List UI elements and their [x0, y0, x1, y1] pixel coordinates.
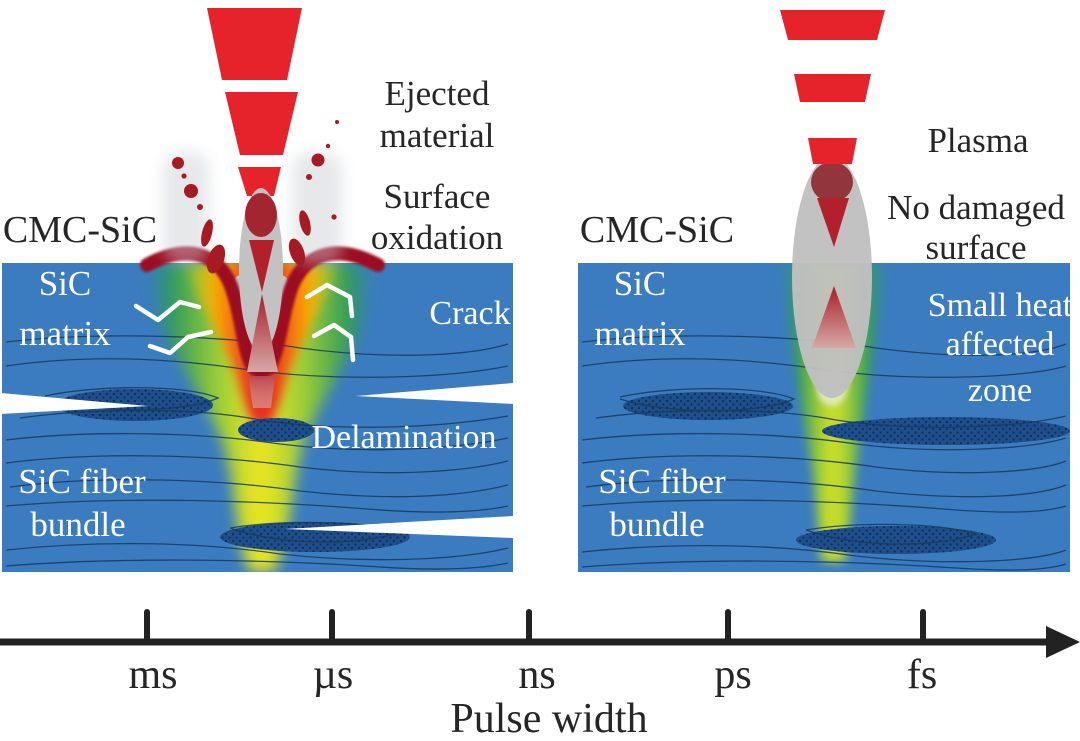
right-panel-labels: CMC-SiC Plasma No damaged surface SiC ma… — [580, 121, 1073, 544]
left-focus-cone-upper — [249, 240, 274, 292]
left-focus-fade — [248, 376, 275, 408]
right-sic-matrix-label-2: matrix — [594, 314, 686, 353]
surface-oxidation-label-1: Surface — [384, 177, 491, 216]
right-fiber-lines — [581, 335, 1067, 571]
left-fiber-bundle-label-1: SiC fiber — [18, 462, 146, 501]
right-cmc-sic-label: CMC-SiC — [580, 209, 734, 251]
ejected-material-label-2: material — [380, 116, 495, 155]
left-sic-matrix-label-1: SiC — [39, 264, 92, 303]
right-beam-focus-dome — [811, 162, 853, 202]
left-cmc-sic-label: CMC-SiC — [3, 209, 157, 251]
ejected-material-label-1: Ejected — [385, 74, 490, 113]
crack-label: Crack — [429, 295, 510, 332]
delamination-label: Delamination — [311, 419, 496, 456]
no-damaged-surface-label-2: surface — [925, 228, 1026, 267]
plasma-ellipse-group — [792, 156, 872, 398]
tick-label-fs: fs — [907, 652, 937, 698]
crack-marks — [133, 282, 356, 363]
right-beam-segment-3 — [808, 138, 857, 164]
right-laser-beam — [780, 10, 885, 164]
right-fiber-bundles — [623, 392, 1070, 554]
tick-label-us: µs — [313, 652, 354, 698]
right-beam-segment-2 — [794, 74, 871, 102]
tick-label-ps: ps — [714, 652, 751, 698]
axis-title: Pulse width — [450, 696, 647, 741]
left-panel-labels: CMC-SiC SiC matrix Ejected material Surf… — [3, 74, 511, 544]
right-beam-segment-1 — [780, 10, 885, 40]
plasma-label: Plasma — [927, 121, 1029, 160]
tick-label-ns: ns — [518, 652, 555, 698]
delamination-gaps — [2, 383, 513, 538]
left-laser-beam — [207, 8, 302, 196]
right-sic-matrix-label-1: SiC — [614, 264, 667, 303]
left-vapor-plume — [239, 188, 283, 408]
left-beam-segment-3 — [238, 167, 281, 196]
right-fiber-bundle-label-2: bundle — [609, 505, 704, 544]
axis-ticks — [144, 609, 926, 643]
left-beam-focus-dome — [245, 193, 277, 237]
left-sic-matrix-label-2: matrix — [19, 314, 111, 353]
small-haz-label-1: Small heat — [928, 287, 1073, 324]
left-beam-segment-1 — [207, 8, 302, 80]
right-focus-cone-lower — [812, 286, 856, 348]
tick-label-ms: ms — [128, 652, 177, 698]
ejecta-haze — [163, 152, 342, 264]
right-focus-cones — [812, 198, 856, 348]
small-haz-label-3: zone — [968, 372, 1032, 409]
small-haz-label-2: affected — [946, 326, 1055, 363]
right-focus-cone-upper — [817, 198, 849, 247]
axis-arrowhead-icon — [1046, 626, 1080, 658]
surface-oxidation-label-2: oxidation — [371, 218, 503, 257]
right-fiber-bundle-label-1: SiC fiber — [598, 462, 726, 501]
no-damaged-surface-label-1: No damaged — [887, 188, 1065, 227]
left-beam-segment-2 — [225, 92, 298, 155]
axis-tick-labels: ms µs ns ps fs — [128, 652, 937, 698]
ejected-droplets — [172, 120, 339, 274]
pulse-width-axis: ms µs ns ps fs Pulse width — [0, 609, 1080, 741]
left-focus-cone-lower — [247, 294, 278, 372]
left-fiber-bundle-label-2: bundle — [30, 505, 125, 544]
